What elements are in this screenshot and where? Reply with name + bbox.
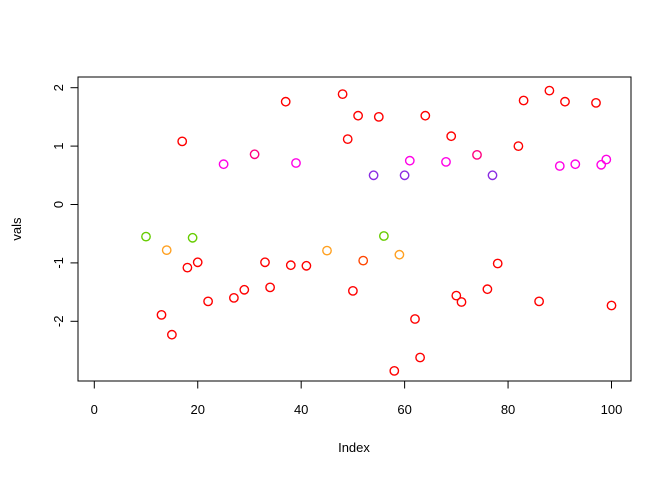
data-point [472,149,482,160]
data-point [451,290,462,301]
data-point [456,297,467,307]
data-point [347,285,358,296]
data-point [218,159,229,170]
data-point [394,249,405,260]
data-point [285,260,296,271]
data-point [177,136,188,147]
data-point [513,141,524,152]
data-point [182,262,193,273]
data-point [368,170,379,181]
data-point [482,284,493,295]
x-axis-title: Index [338,440,370,455]
y-tick-label: 2 [51,84,66,91]
data-point [606,300,617,311]
data-point [560,96,570,107]
data-point [518,95,529,106]
data-point [591,98,601,108]
data-point [446,131,457,142]
data-point [358,255,369,266]
data-point [420,110,431,121]
x-tick-label: 0 [91,402,98,417]
y-axis-title: vals [9,217,24,241]
data-point [399,170,410,181]
y-tick-label: 1 [51,142,66,149]
x-tick-label: 60 [397,402,411,417]
y-tick-label: -2 [51,316,66,328]
data-point [166,329,177,340]
data-point [601,154,612,165]
data-point [389,365,400,376]
plot-box [77,76,632,382]
data-point [228,292,239,303]
x-tick-label: 20 [191,402,205,417]
data-point [353,110,363,121]
data-point [141,231,151,242]
data-point [161,245,172,256]
data-point [441,156,451,167]
data-point [239,284,250,295]
data-point [404,155,415,166]
data-point [544,85,555,96]
data-point [596,159,607,170]
data-point [337,89,348,100]
data-point [249,149,260,160]
data-point [554,161,565,171]
x-tick-label: 100 [601,402,623,417]
points-layer [141,85,617,376]
data-point [342,134,353,145]
data-point [187,232,198,243]
data-point [415,352,425,363]
data-point [192,257,203,268]
data-point [378,231,389,241]
data-point [301,260,312,271]
x-tick-label: 80 [501,402,515,417]
data-point [534,296,544,307]
data-point [280,96,291,107]
data-point [265,282,275,293]
data-point [373,112,384,122]
data-point [570,159,581,170]
axes-layer: 0 20 40 60 80 100 -2 -1 0 1 2 [51,84,622,417]
data-point [260,257,270,268]
data-point [156,309,167,320]
data-point [291,158,301,168]
y-tick-label: 0 [51,201,66,208]
data-point [203,296,214,307]
data-point [322,245,332,256]
data-point [492,258,503,269]
y-tick-label: -1 [51,257,66,269]
data-point [487,170,498,181]
data-point [410,314,420,324]
x-tick-label: 40 [294,402,308,417]
